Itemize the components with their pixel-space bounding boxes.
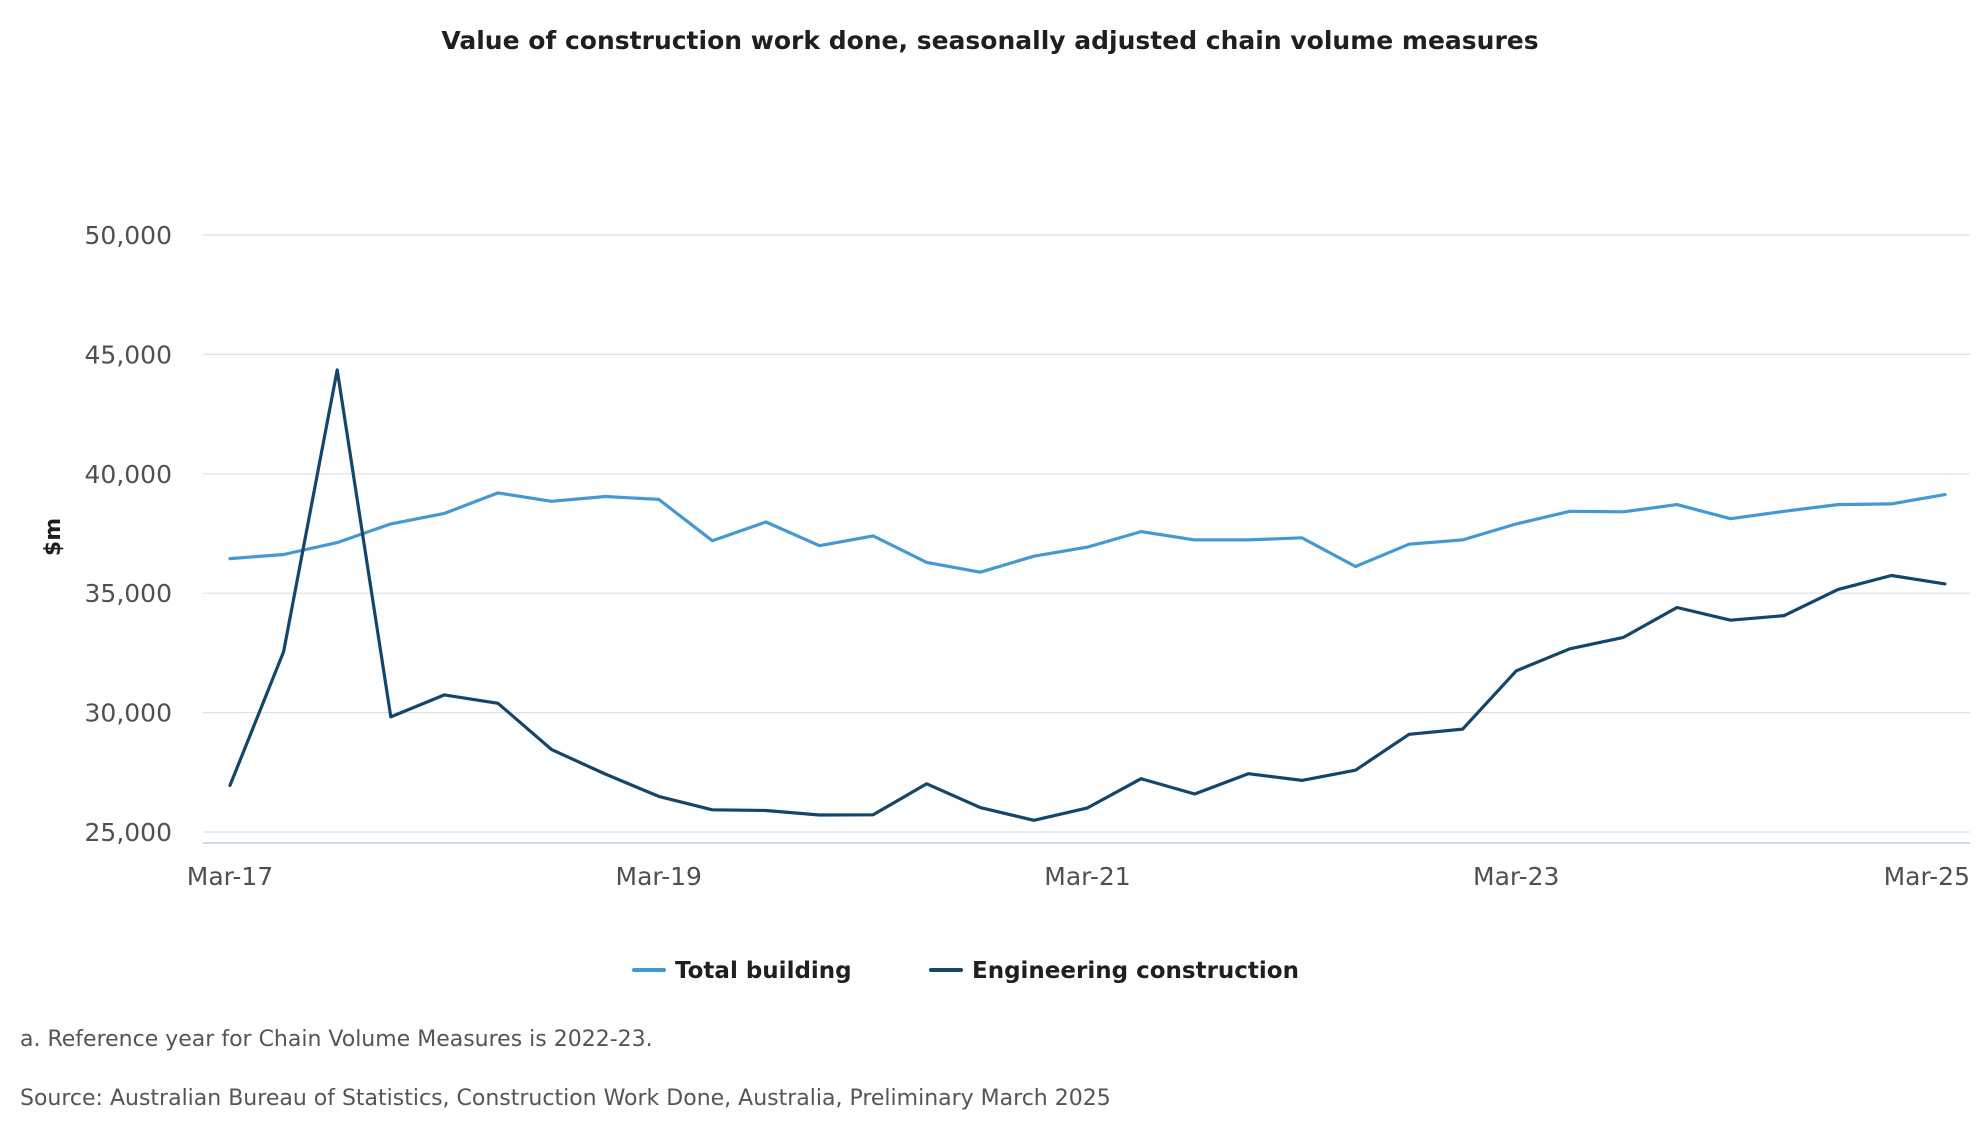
legend-label: Total building bbox=[675, 958, 852, 984]
y-tick-label: 40,000 bbox=[85, 460, 172, 489]
y-axis-ticks: 25,000 30,000 35,000 40,000 45,000 50,000 bbox=[85, 221, 172, 847]
y-tick-label: 50,000 bbox=[85, 221, 172, 250]
legend[interactable]: Total building Engineering construction bbox=[632, 958, 1299, 984]
x-tick-label: Mar-19 bbox=[616, 862, 702, 891]
x-axis-ticks: Mar-17 Mar-19 Mar-21 Mar-23 Mar-25 bbox=[187, 862, 1970, 891]
y-tick-label: 25,000 bbox=[85, 818, 172, 847]
x-tick-label: Mar-21 bbox=[1044, 862, 1130, 891]
x-tick-label: Mar-23 bbox=[1473, 862, 1559, 891]
gridlines bbox=[203, 234, 1970, 833]
legend-item-total-building[interactable]: Total building bbox=[632, 958, 852, 984]
legend-label: Engineering construction bbox=[972, 958, 1299, 984]
y-axis-label: $m bbox=[41, 518, 66, 556]
footnote: a. Reference year for Chain Volume Measu… bbox=[20, 1027, 653, 1052]
series-line-total-building bbox=[228, 491, 1947, 574]
y-tick-label: 30,000 bbox=[85, 699, 172, 728]
y-tick-label: 45,000 bbox=[85, 340, 172, 369]
x-tick-label: Mar-17 bbox=[187, 862, 273, 891]
series-lines bbox=[228, 368, 1947, 822]
chart-title: Value of construction work done, seasona… bbox=[441, 26, 1538, 55]
legend-item-engineering-construction[interactable]: Engineering construction bbox=[929, 958, 1299, 984]
series-line-engineering-construction bbox=[228, 368, 1947, 822]
source-note: Source: Australian Bureau of Statistics,… bbox=[20, 1086, 1111, 1111]
x-tick-label: Mar-25 bbox=[1884, 862, 1970, 891]
y-tick-label: 35,000 bbox=[85, 579, 172, 608]
